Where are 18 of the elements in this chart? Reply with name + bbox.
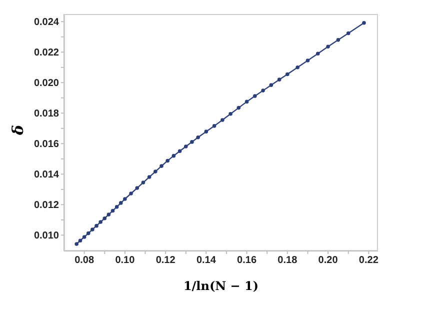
y-tick-label: 0.022 [34,48,60,59]
y-tick-label: 0.014 [34,170,60,181]
x-tick-label: 0.16 [237,255,257,266]
y-tick-label: 0.010 [34,230,60,242]
y-axis-title: δ [9,124,27,137]
y-tick-label: 0.012 [34,200,60,212]
x-tick-label: 0.18 [278,255,298,266]
text: 0.20 [318,255,338,266]
x-tick-label: 0.14 [196,255,216,266]
text: 0.10 [115,255,135,266]
y-tick-label: 0.016 [34,139,60,150]
x-tick-label: 0.08 [74,255,94,266]
x-tick-label: 0.22 [358,255,379,266]
y-tick-label: 0.024 [34,17,60,28]
y-tick-label: 0.018 [34,108,60,120]
x-tick-label: 0.12 [156,255,176,266]
x-axis-title: 1/ln(N − 1) [183,279,259,293]
y-tick-label: 0.020 [34,78,60,90]
